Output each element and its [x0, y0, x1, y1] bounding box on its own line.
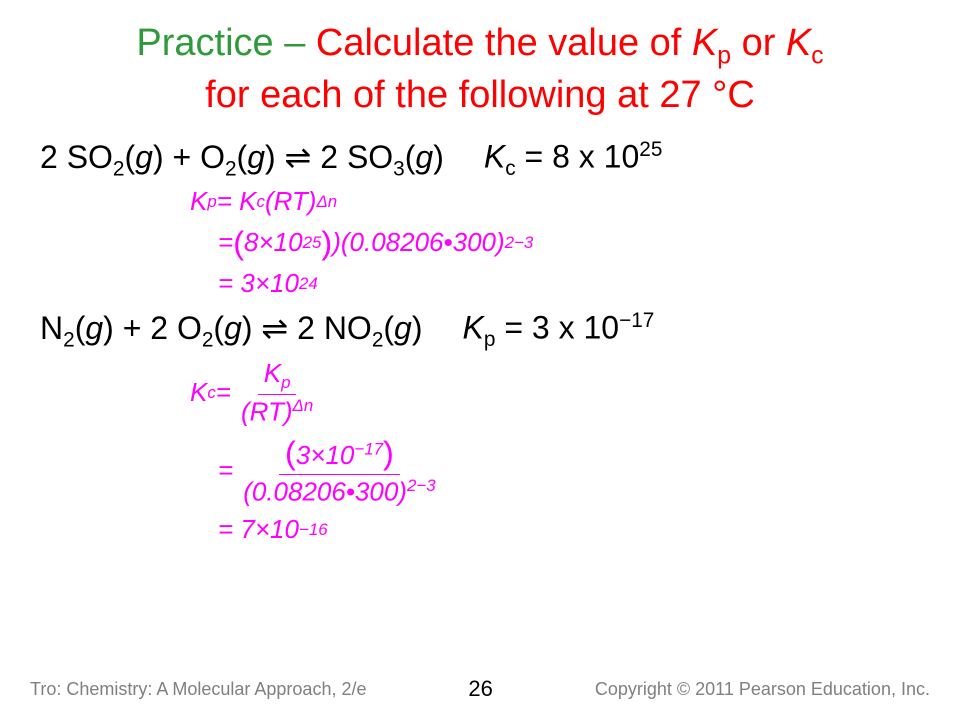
p2-o1: ( [75, 310, 86, 346]
problem-2-work: Kc = Kp (RT)Δn = (3×10−17) (0.08206•300)… [190, 357, 920, 547]
p1-ks: K [484, 139, 505, 175]
p2-o2: ( [213, 310, 224, 346]
p1-g2: g [247, 139, 265, 175]
p2-g3: g [394, 310, 412, 346]
p1-arrow: ⇌ [285, 139, 312, 175]
p2-kv: = 3 x 10 [495, 310, 619, 346]
p2-g1: g [85, 310, 103, 346]
p2w2-dv: (0.08206•300) [243, 477, 407, 507]
p1w2-eq: = [218, 226, 233, 260]
title-text-1: Calculate the value of [316, 22, 692, 64]
p2w-frac1: Kp (RT)Δn [235, 357, 319, 430]
p1-work-line2: = (8×1025))(0.08206•300)2−3 [218, 222, 920, 264]
p2-work-line3: = 7×10−16 [218, 513, 920, 547]
p1-cl1: ) + O [153, 139, 225, 175]
p2w-lhs: K [190, 376, 207, 410]
p2-work-line1: Kc = Kp (RT)Δn [190, 357, 920, 430]
p2-ks: K [463, 310, 484, 346]
p1-o2: ( [237, 139, 248, 175]
p2-c1: N [40, 310, 63, 346]
p2w3-v: = 7×10 [218, 513, 299, 547]
kc-symbol: K [786, 22, 811, 64]
p2-s2: 2 [202, 329, 214, 352]
p2-o3: ( [383, 310, 394, 346]
problem-2-equation: N2(g) + 2 O2(g) ⇌ 2 NO2(g) [40, 309, 423, 352]
slide-footer: Tro: Chemistry: A Molecular Approach, 2/… [0, 676, 960, 702]
p2-cl3: ) [412, 310, 423, 346]
p1-work-line1: Kp = Kc (RT)Δn [190, 185, 920, 219]
p2w3-e: −16 [299, 519, 328, 541]
p2-cl2: ) [242, 310, 262, 346]
p2w-d: (RT) [241, 396, 293, 426]
p2w-frac2: (3×10−17) (0.08206•300)2−3 [237, 432, 441, 510]
p1w2-e2: 2−3 [505, 232, 534, 254]
p1w2-o: ( [233, 222, 244, 264]
p2-ksub: p [484, 328, 496, 351]
problem-1-equation: 2 SO2(g) + O2(g) ⇌ 2 SO3(g) [40, 138, 444, 181]
page-number: 26 [468, 676, 492, 702]
p1w3-e: 24 [299, 273, 318, 295]
title-or: or [731, 22, 786, 64]
p2-arrow: ⇌ [261, 310, 288, 346]
p1w3-v: = 3×10 [218, 267, 299, 301]
p1w-kcsub: c [257, 191, 265, 213]
p2w-de: Δn [293, 396, 314, 415]
kp-sub: p [717, 43, 731, 70]
p1w-lhsub: p [207, 191, 216, 213]
p1w-dn: Δn [316, 191, 337, 213]
p1-ksub: c [505, 157, 515, 180]
p2w2-ne: −17 [354, 440, 383, 459]
p2w-lhsub: c [207, 382, 215, 404]
p2w-nk: K [264, 358, 281, 388]
p1-kv: = 8 x 10 [516, 139, 640, 175]
p1-s3: 3 [393, 157, 405, 180]
problem-2-given: Kp = 3 x 10−17 [463, 309, 655, 352]
p2-g2: g [224, 310, 242, 346]
kp-symbol: K [692, 22, 717, 64]
footer-right: Copyright © 2011 Pearson Education, Inc. [595, 679, 930, 700]
p2-cl1: ) + 2 O [103, 310, 202, 346]
p2-work-line2: = (3×10−17) (0.08206•300)2−3 [218, 432, 920, 510]
p1w-lhs: K [190, 185, 207, 219]
p1-s1: 2 [113, 157, 125, 180]
p2w2-nv: 3×10 [296, 440, 355, 470]
p2w-eq: = [216, 376, 231, 410]
title-line2: for each of the following at 27 °C [205, 74, 755, 116]
p2-s3: 2 [372, 329, 384, 352]
p1w-rt: (RT) [265, 185, 317, 219]
slide-title: Practice – Calculate the value of Kp or … [40, 20, 920, 120]
p1w2-c: )(0.08206•300) [322, 226, 504, 260]
problem-2-row: N2(g) + 2 O2(g) ⇌ 2 NO2(g) Kp = 3 x 10−1… [40, 309, 920, 352]
problem-1-row: 2 SO2(g) + O2(g) ⇌ 2 SO3(g) Kc = 8 x 102… [40, 138, 920, 181]
p1-s2: 2 [225, 157, 237, 180]
p1w-eq: = K [217, 185, 257, 219]
p1-work-line3: = 3×1024 [218, 267, 920, 301]
p1-post: 2 SO [311, 139, 393, 175]
p1w2-v: 8×10 [244, 226, 303, 260]
p2w2-eq: = [218, 454, 233, 488]
p2w2-de: 2−3 [407, 476, 436, 495]
p1-c1: 2 SO [40, 139, 113, 175]
p1-kexp: 25 [639, 138, 662, 161]
footer-left: Tro: Chemistry: A Molecular Approach, 2/… [30, 679, 366, 700]
p1w2-e: 25 [303, 232, 322, 254]
p2-kexp: −17 [619, 309, 654, 332]
p2-post: 2 NO [288, 310, 372, 346]
problem-1-given: Kc = 8 x 1025 [484, 138, 663, 181]
p1-g3: g [415, 139, 433, 175]
problem-1-work: Kp = Kc (RT)Δn = (8×1025))(0.08206•300)2… [190, 185, 920, 301]
slide-content: Practice – Calculate the value of Kp or … [0, 0, 960, 547]
p1-cl2: ) [265, 139, 285, 175]
practice-label: Practice – [136, 22, 316, 64]
p1-o3: ( [405, 139, 416, 175]
p2w2-no: ( [285, 435, 296, 471]
p1-o1: ( [125, 139, 136, 175]
p1-cl3: ) [433, 139, 444, 175]
kc-sub: c [811, 43, 823, 70]
p2w-nks: p [281, 373, 290, 392]
p2-s1: 2 [63, 329, 75, 352]
p1-g1: g [135, 139, 153, 175]
p2w2-nc: ) [383, 435, 394, 471]
